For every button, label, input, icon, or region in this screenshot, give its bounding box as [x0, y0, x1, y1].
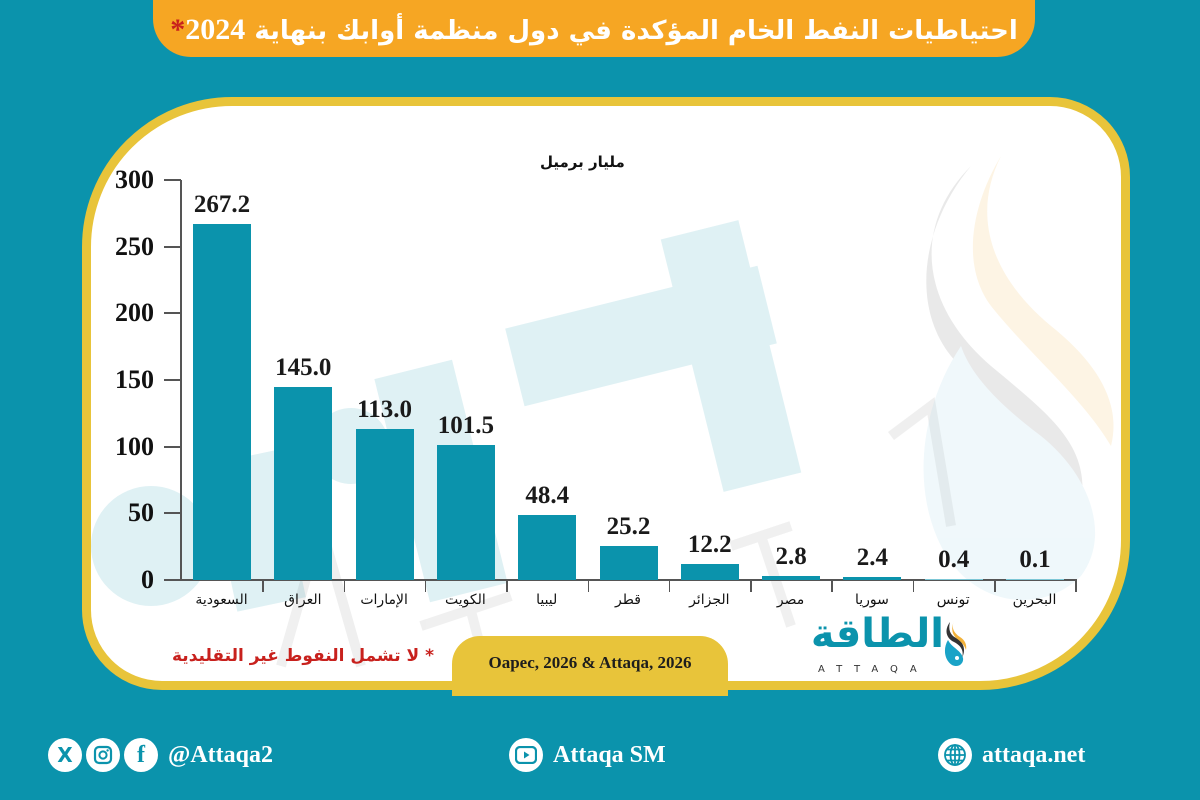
source-tab: Oapec, 2026 & Attaqa, 2026 [452, 636, 728, 696]
chart-title: احتياطيات النفط الخام المؤكدة في دول منظ… [170, 13, 1018, 47]
y-tick-label: 50 [128, 498, 154, 528]
bar-value-label: 113.0 [357, 396, 413, 424]
title-text: احتياطيات النفط الخام المؤكدة في دول منظ… [254, 16, 1018, 46]
x-category-divider [587, 579, 589, 592]
website-link[interactable]: attaqa.net [982, 741, 1086, 768]
logo-arabic-text: الطاقة [810, 611, 944, 657]
x-category-label: ليبيا [536, 592, 558, 608]
y-tick-label: 0 [141, 565, 154, 594]
bar [680, 563, 739, 580]
footer-website: attaqa.net [938, 735, 1085, 775]
bar-value-label: 145.0 [275, 353, 332, 381]
globe-icon[interactable] [938, 738, 972, 772]
x-category-label: الكويت [445, 592, 486, 608]
footer-youtube: Attaqa SM [509, 735, 666, 775]
x-twitter-icon[interactable]: X [48, 738, 82, 772]
y-tick-mark [164, 312, 181, 315]
x-category-label: تونس [936, 592, 970, 608]
x-category-divider [750, 579, 752, 592]
y-axis-unit-label: مليار برميل [540, 153, 625, 171]
x-category-label: مصر [776, 592, 805, 608]
x-category-divider [343, 579, 346, 592]
x-category-divider [912, 579, 915, 592]
bar-value-label: 48.4 [525, 482, 570, 510]
oil-drop-icon [944, 621, 967, 667]
y-tick-label: 300 [115, 165, 154, 194]
y-tick-mark [164, 445, 181, 448]
title-banner: احتياطيات النفط الخام المؤكدة في دول منظ… [153, 0, 1035, 57]
footnote: * لا تشمل النفوط غير التقليدية [172, 646, 434, 666]
x-category-label: السعودية [195, 592, 248, 608]
x-category-divider [424, 579, 427, 592]
bar [518, 515, 577, 580]
bar-value-label: 25.2 [606, 513, 651, 541]
y-tick-label: 100 [115, 431, 154, 461]
x-axis [180, 579, 1076, 581]
bar-value-label: 0.1 [1019, 545, 1051, 573]
footer-social: X f @Attaqa2 [48, 735, 273, 775]
bar-value-label: 2.8 [775, 543, 807, 571]
y-tick-mark [164, 245, 181, 248]
youtube-channel[interactable]: Attaqa SM [553, 741, 666, 768]
x-category-label: البحرين [1012, 592, 1057, 608]
x-category-divider [831, 579, 833, 592]
y-tick-mark [164, 579, 181, 581]
logo-english-text: ATTAQA [818, 664, 929, 675]
y-axis [180, 180, 182, 581]
y-tick-mark [164, 512, 181, 515]
x-category-label: قطر [615, 592, 641, 608]
bar [274, 386, 333, 580]
bar-value-label: 2.4 [856, 543, 889, 571]
youtube-icon[interactable] [509, 738, 543, 772]
y-tick-mark [164, 179, 181, 181]
facebook-icon[interactable]: f [124, 738, 158, 772]
x-category-divider [994, 579, 996, 592]
y-tick-label: 250 [115, 231, 154, 261]
bar [355, 429, 414, 580]
attaqa-logo: الطاقة ATTAQA [808, 612, 968, 684]
bar [924, 578, 983, 580]
bar [599, 546, 658, 580]
x-category-label: الجزائر [689, 592, 730, 608]
bar [843, 576, 902, 580]
bar-value-label: 0.4 [938, 545, 970, 573]
bar-value-label: 101.5 [437, 411, 495, 439]
bar [762, 576, 821, 580]
y-tick-label: 150 [115, 365, 154, 394]
x-category-divider [506, 579, 508, 592]
x-category-divider [668, 579, 671, 592]
bar [193, 223, 251, 580]
bar-value-label: 267.2 [193, 190, 251, 218]
title-year: 2024 [185, 13, 246, 46]
bar [436, 444, 495, 580]
y-tick-mark [164, 379, 181, 381]
bar-value-label: 12.2 [687, 530, 732, 558]
x-category-divider [262, 579, 264, 592]
bar [1006, 578, 1064, 580]
x-category-label: العراق [284, 592, 322, 608]
x-category-label: الإمارات [360, 592, 408, 608]
x-category-label: سوريا [854, 592, 889, 608]
source-text: Oapec, 2026 & Attaqa, 2026 [488, 653, 692, 672]
instagram-icon[interactable] [86, 738, 120, 772]
social-handle[interactable]: @Attaqa2 [168, 741, 273, 768]
title-asterisk: * [170, 13, 186, 46]
y-tick-label: 200 [115, 298, 154, 328]
x-category-divider [1075, 579, 1077, 592]
